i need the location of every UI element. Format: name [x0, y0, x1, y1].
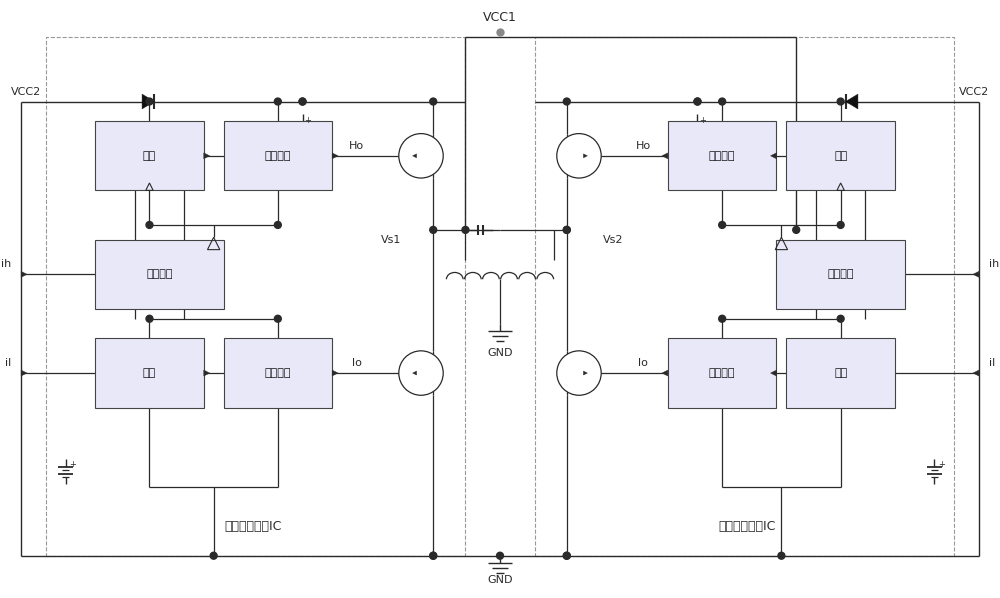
Bar — [776, 240, 905, 309]
Circle shape — [274, 221, 281, 228]
Circle shape — [274, 315, 281, 322]
Polygon shape — [771, 153, 776, 159]
Circle shape — [430, 227, 437, 233]
Polygon shape — [973, 271, 979, 277]
Text: 电平移位: 电平移位 — [146, 269, 173, 279]
Polygon shape — [142, 94, 154, 109]
Circle shape — [837, 315, 844, 322]
Text: +: + — [304, 116, 311, 125]
Text: 放大: 放大 — [143, 368, 156, 378]
Bar — [224, 338, 332, 408]
Text: ih: ih — [989, 260, 999, 270]
Circle shape — [837, 221, 844, 228]
Bar — [786, 338, 895, 408]
Circle shape — [719, 315, 726, 322]
Bar — [46, 37, 465, 556]
Circle shape — [430, 553, 437, 559]
Circle shape — [563, 227, 570, 233]
Text: 功率放大: 功率放大 — [709, 151, 735, 161]
Bar — [95, 121, 204, 190]
Circle shape — [146, 315, 153, 322]
Bar — [95, 240, 224, 309]
Polygon shape — [204, 370, 210, 376]
Polygon shape — [332, 370, 338, 376]
Text: 放大: 放大 — [143, 151, 156, 161]
Circle shape — [274, 98, 281, 105]
Text: 半桥自举驱动IC: 半桥自举驱动IC — [718, 520, 776, 533]
Polygon shape — [583, 154, 587, 158]
Text: VCC2: VCC2 — [959, 87, 989, 97]
Bar — [535, 37, 954, 556]
Polygon shape — [583, 371, 587, 375]
Text: GND: GND — [487, 348, 513, 358]
Text: +: + — [70, 460, 76, 469]
Circle shape — [399, 351, 443, 395]
Circle shape — [146, 98, 153, 105]
Circle shape — [299, 98, 306, 105]
Circle shape — [719, 221, 726, 228]
Polygon shape — [21, 370, 27, 376]
Text: ih: ih — [1, 260, 11, 270]
Text: 放大: 放大 — [834, 151, 847, 161]
Circle shape — [299, 98, 306, 105]
Circle shape — [430, 98, 437, 105]
Circle shape — [563, 227, 570, 233]
Circle shape — [778, 553, 785, 559]
Circle shape — [563, 98, 570, 105]
Text: GND: GND — [487, 575, 513, 585]
Polygon shape — [21, 271, 27, 277]
Text: 功率放大: 功率放大 — [265, 151, 291, 161]
Text: lo: lo — [638, 358, 648, 368]
Text: Ho: Ho — [349, 141, 364, 151]
Bar — [95, 338, 204, 408]
Polygon shape — [332, 153, 338, 159]
Circle shape — [146, 221, 153, 228]
Text: 功率放大: 功率放大 — [709, 368, 735, 378]
Circle shape — [563, 553, 570, 559]
Polygon shape — [662, 370, 668, 376]
Text: il: il — [989, 358, 995, 368]
Circle shape — [837, 98, 844, 105]
Circle shape — [430, 553, 437, 559]
Bar — [786, 121, 895, 190]
Polygon shape — [771, 370, 776, 376]
Circle shape — [563, 553, 570, 559]
Circle shape — [694, 98, 701, 105]
Text: VCC1: VCC1 — [483, 11, 517, 24]
Text: 半桥自举驱动IC: 半桥自举驱动IC — [224, 520, 282, 533]
Text: +: + — [699, 116, 706, 125]
Text: lo: lo — [352, 358, 362, 368]
Circle shape — [462, 227, 469, 233]
Polygon shape — [846, 94, 858, 109]
Text: il: il — [5, 358, 11, 368]
Bar — [668, 121, 776, 190]
Circle shape — [793, 227, 800, 233]
Text: Ho: Ho — [636, 141, 651, 151]
Text: 放大: 放大 — [834, 368, 847, 378]
Polygon shape — [413, 371, 417, 375]
Text: VCC2: VCC2 — [11, 87, 41, 97]
Circle shape — [497, 553, 503, 559]
Text: Vs1: Vs1 — [381, 235, 402, 245]
Circle shape — [557, 351, 601, 395]
Polygon shape — [973, 370, 979, 376]
Text: Vs2: Vs2 — [603, 235, 624, 245]
Bar — [668, 338, 776, 408]
Circle shape — [399, 133, 443, 178]
Polygon shape — [204, 153, 210, 159]
Polygon shape — [413, 154, 417, 158]
Circle shape — [719, 98, 726, 105]
Circle shape — [210, 553, 217, 559]
Text: 功率放大: 功率放大 — [265, 368, 291, 378]
Circle shape — [694, 98, 701, 105]
Circle shape — [557, 133, 601, 178]
Text: 电平移位: 电平移位 — [827, 269, 854, 279]
Text: +: + — [938, 460, 945, 469]
Polygon shape — [662, 153, 668, 159]
Bar — [224, 121, 332, 190]
